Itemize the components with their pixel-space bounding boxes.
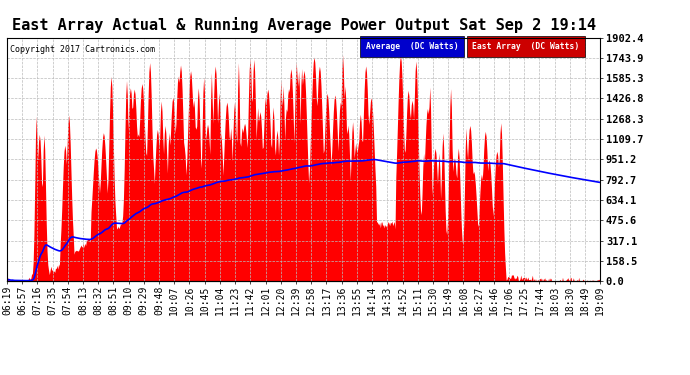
- Text: East Array Actual & Running Average Power Output Sat Sep 2 19:14: East Array Actual & Running Average Powe…: [12, 17, 595, 33]
- Text: Average  (DC Watts): Average (DC Watts): [366, 42, 458, 51]
- Text: Copyright 2017 Cartronics.com: Copyright 2017 Cartronics.com: [10, 45, 155, 54]
- Text: East Array  (DC Watts): East Array (DC Watts): [473, 42, 580, 51]
- FancyBboxPatch shape: [466, 36, 585, 57]
- FancyBboxPatch shape: [360, 36, 464, 57]
